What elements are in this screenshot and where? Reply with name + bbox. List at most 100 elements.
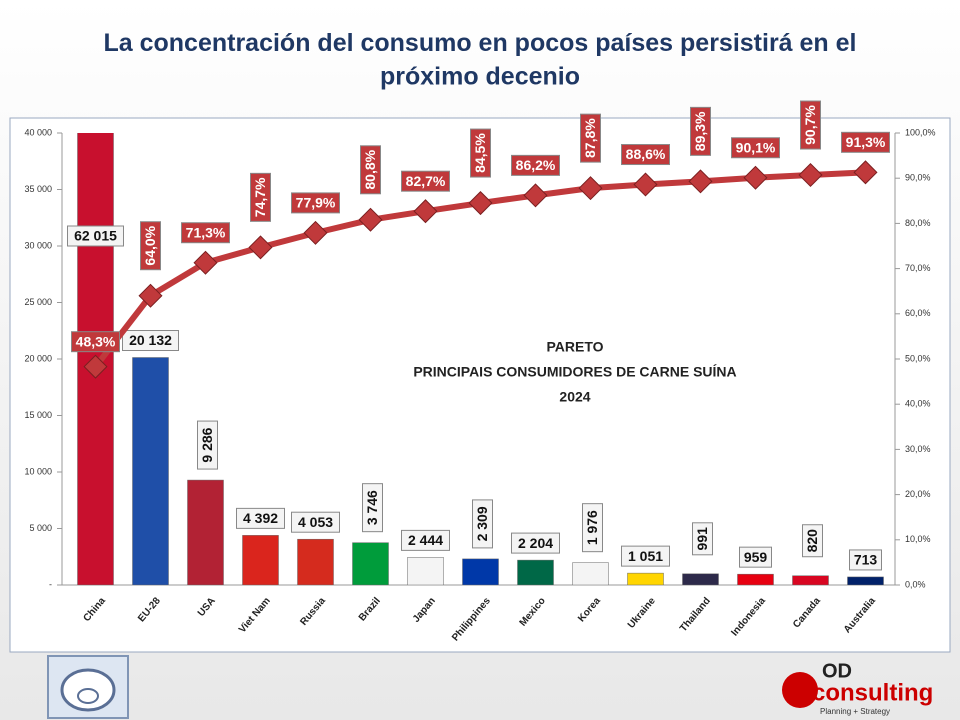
cumulative-label-group: 90,7%: [800, 100, 821, 150]
bar-value-label-box: [401, 529, 450, 551]
cumulative-label-group: 87,8%: [580, 113, 601, 163]
cumulative-label-group: 74,7%: [250, 172, 271, 222]
cumulative-marker: [83, 354, 108, 379]
cumulative-label: 82,7%: [406, 173, 446, 189]
bar-value-label-box: [739, 546, 772, 568]
y2-tick-label: 10,0%: [905, 534, 931, 544]
cumulative-marker: [798, 163, 823, 188]
cumulative-label: 71,3%: [186, 224, 226, 240]
y2-tick-label: 60,0%: [905, 308, 931, 318]
y-tick-label: 35 000: [24, 184, 52, 194]
bar-value-label-box: [236, 507, 285, 529]
bar-value-label: 959: [744, 549, 768, 565]
y-tick-label: 20 000: [24, 353, 52, 363]
bar-value-label-box: [122, 330, 179, 352]
cumulative-label-group: 82,7%: [401, 170, 450, 192]
title-line-1: La concentración del consumo en pocos pa…: [103, 29, 856, 57]
y-tick-label: 30 000: [24, 240, 52, 250]
bar-value-label: 62 015: [74, 228, 117, 244]
cumulative-label-box: [140, 221, 161, 271]
cumulative-marker: [193, 250, 218, 275]
bar-value-label-box: [802, 524, 823, 558]
pig-logo: [47, 655, 129, 719]
cumulative-label-box: [731, 137, 780, 159]
bar-value-label-group: 2 444: [401, 529, 450, 551]
cumulative-label-group: 88,6%: [621, 144, 670, 166]
cumulative-label: 91,3%: [846, 134, 886, 150]
bar-value-label-group: 4 053: [291, 511, 340, 533]
bar-value-label: 2 309: [474, 506, 490, 541]
logo-consulting: consulting: [812, 679, 933, 706]
cumulative-marker: [578, 176, 603, 201]
bar: [132, 357, 169, 585]
od-logo-globe: [782, 672, 818, 708]
bar-value-label: 820: [804, 529, 820, 553]
inner-title: PRINCIPAIS CONSUMIDORES DE CARNE SUÍNA: [413, 364, 736, 380]
y-tick-label: 10 000: [24, 466, 52, 476]
cumulative-marker: [468, 191, 493, 216]
bar: [737, 573, 774, 585]
cumulative-label-box: [841, 131, 890, 153]
y2-tick-label: 70,0%: [905, 263, 931, 273]
cumulative-label: 88,6%: [626, 146, 666, 162]
bar-value-label: 1 051: [628, 548, 663, 564]
bar-value-label-box: [692, 522, 713, 556]
cumulative-marker: [303, 220, 328, 245]
cumulative-label-group: 48,3%: [71, 331, 120, 353]
y2-tick-label: 0,0%: [905, 579, 926, 589]
y-tick-label: 5 000: [29, 523, 52, 533]
cumulative-label-box: [360, 145, 381, 195]
bar-value-label-group: 62 015: [67, 225, 124, 247]
logo-tagline: Planning + Strategy: [820, 707, 890, 716]
bar-value-label-box: [621, 545, 670, 567]
cumulative-label-box: [71, 331, 120, 353]
cumulative-label: 74,7%: [252, 177, 268, 217]
bar-value-label: 4 392: [243, 510, 278, 526]
cumulative-label: 86,2%: [516, 157, 556, 173]
bar-value-label-box: [67, 225, 124, 247]
cumulative-label: 84,5%: [472, 133, 488, 173]
y2-tick-label: 90,0%: [905, 173, 931, 183]
cumulative-label: 89,3%: [692, 111, 708, 151]
bar: [792, 575, 829, 585]
cumulative-label-group: 91,3%: [841, 131, 890, 153]
y2-tick-label: 30,0%: [905, 444, 931, 454]
cumulative-marker: [688, 169, 713, 194]
cumulative-label-box: [401, 170, 450, 192]
y2-tick-label: 40,0%: [905, 399, 931, 409]
y-tick-label: -: [49, 579, 52, 589]
cumulative-label-box: [580, 113, 601, 163]
bar-value-label-box: [197, 420, 218, 470]
bar-value-label: 3 746: [364, 490, 380, 525]
bar-value-label: 713: [854, 552, 878, 568]
title-line-2: próximo decenio: [380, 63, 580, 91]
cumulative-label-box: [621, 144, 670, 166]
cumulative-label-box: [800, 100, 821, 150]
bar-value-label-box: [511, 532, 560, 554]
cumulative-label-group: 89,3%: [690, 106, 711, 156]
cumulative-label: 77,9%: [296, 195, 336, 211]
cumulative-marker: [523, 183, 548, 208]
cumulative-label-box: [690, 106, 711, 156]
bar-value-label-group: 959: [739, 546, 772, 568]
cumulative-label: 90,1%: [736, 139, 776, 155]
bars: [77, 133, 884, 585]
logo-od: OD: [822, 660, 852, 682]
cumulative-marker: [413, 199, 438, 224]
y2-tick-label: 100,0%: [905, 127, 936, 137]
bar-value-label-group: 713: [849, 549, 882, 571]
cumulative-label-box: [291, 192, 340, 214]
cumulative-label: 64,0%: [142, 225, 158, 265]
cumulative-marker: [743, 165, 768, 190]
y2-tick-label: 50,0%: [905, 353, 931, 363]
bar: [352, 542, 389, 585]
bar-value-label-group: 2 309: [472, 499, 493, 549]
bar: [462, 558, 499, 585]
cumulative-label-group: 84,5%: [470, 128, 491, 178]
cumulative-label-box: [470, 128, 491, 178]
y2-tick-label: 80,0%: [905, 218, 931, 228]
bar-value-label-group: 3 746: [362, 483, 383, 533]
bar-value-label: 9 286: [199, 427, 215, 462]
cumulative-label: 48,3%: [76, 333, 116, 349]
cumulative-label: 80,8%: [362, 149, 378, 189]
